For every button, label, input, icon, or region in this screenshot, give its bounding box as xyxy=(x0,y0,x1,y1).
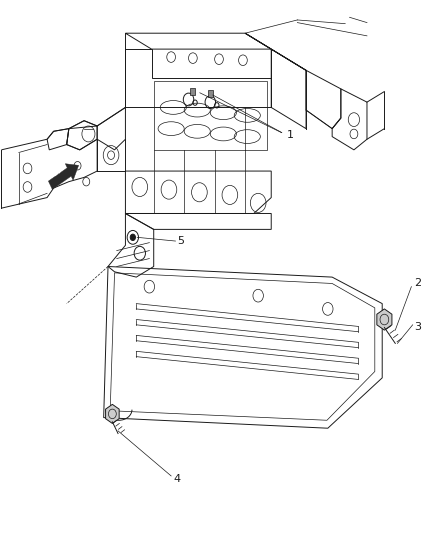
Text: 2: 2 xyxy=(414,278,421,288)
Circle shape xyxy=(130,234,135,240)
Polygon shape xyxy=(49,164,79,189)
Polygon shape xyxy=(377,309,392,330)
Bar xyxy=(208,91,213,97)
Bar xyxy=(190,88,195,95)
Text: FCA: FCA xyxy=(49,169,62,179)
Text: 4: 4 xyxy=(173,474,180,483)
Polygon shape xyxy=(106,405,119,423)
Text: 5: 5 xyxy=(178,236,185,246)
Text: 3: 3 xyxy=(414,322,421,333)
Text: 1: 1 xyxy=(286,130,293,140)
